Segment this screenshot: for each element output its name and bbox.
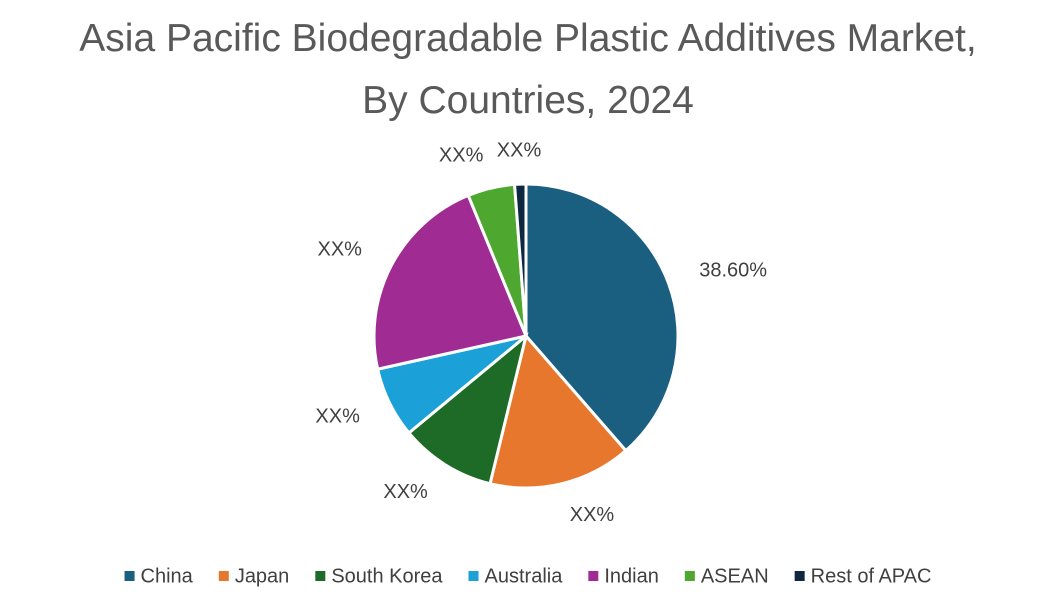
pie-slice: [372, 193, 529, 371]
data-label: XX%: [315, 406, 360, 428]
legend-swatch: [588, 571, 599, 581]
data-label: XX%: [439, 144, 484, 166]
legend-swatch: [468, 571, 479, 581]
pie-slice: [524, 182, 680, 453]
legend-label: ASEAN: [701, 565, 769, 587]
data-label: XX%: [497, 139, 542, 161]
legend-label: Indian: [604, 565, 659, 587]
legend-swatch: [315, 571, 326, 581]
data-label: XX%: [383, 481, 428, 503]
pie-slice: [488, 332, 628, 490]
legend-label: South Korea: [331, 565, 443, 587]
chart-title: Asia Pacific Biodegradable Plastic Addit…: [79, 17, 977, 122]
legend-swatch: [218, 571, 229, 581]
legend-swatch: [794, 571, 805, 581]
legend-label: Australia: [485, 565, 564, 587]
legend-label: China: [141, 565, 194, 587]
data-label: XX%: [570, 504, 615, 526]
legend-swatch: [124, 571, 135, 581]
legend-label: Rest of APAC: [811, 565, 932, 587]
data-label: XX%: [317, 239, 362, 261]
data-label: 38.60%: [699, 259, 767, 281]
legend-swatch: [684, 571, 695, 581]
legend-label: Japan: [235, 565, 290, 587]
pie-slice: [406, 331, 529, 486]
pie-slice: [512, 182, 528, 337]
